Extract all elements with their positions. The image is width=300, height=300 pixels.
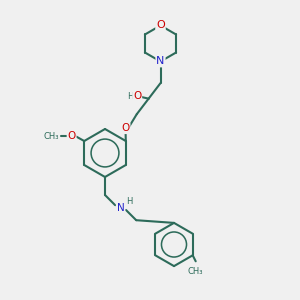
- Text: N: N: [156, 56, 165, 67]
- Text: O: O: [133, 91, 141, 101]
- Text: N: N: [117, 202, 124, 213]
- Text: O: O: [68, 131, 76, 142]
- Text: O: O: [122, 123, 130, 133]
- Text: H: H: [127, 92, 133, 101]
- Text: CH₃: CH₃: [44, 132, 59, 141]
- Text: CH₃: CH₃: [188, 267, 203, 276]
- Text: O: O: [156, 20, 165, 31]
- Text: H: H: [126, 197, 132, 206]
